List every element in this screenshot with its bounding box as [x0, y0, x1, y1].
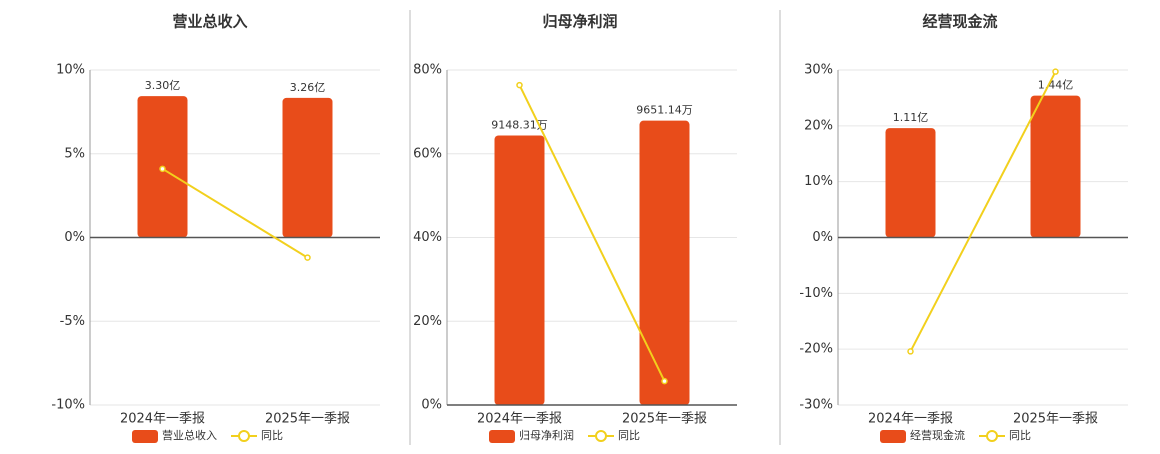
y-tick-label: 0% [812, 230, 833, 245]
x-tick-label: 2024年一季报 [868, 412, 953, 427]
x-tick-label: 2024年一季报 [477, 412, 562, 427]
legend-swatch [986, 430, 998, 442]
y-tick-label: 30% [804, 63, 833, 78]
legend-label: 营业总收入 [162, 428, 217, 442]
legend-swatch [880, 430, 906, 443]
legend-label: 经营现金流 [910, 428, 965, 442]
y-tick-label: 5% [64, 146, 85, 161]
legend-swatch [238, 430, 250, 442]
y-tick-label: 0% [421, 398, 442, 413]
legend-swatch [489, 430, 515, 443]
x-tick-label: 2025年一季报 [622, 412, 707, 427]
y-tick-label: -30% [799, 398, 833, 413]
line [909, 71, 1057, 352]
bar [885, 128, 936, 238]
legend-label: 同比 [618, 429, 640, 442]
line-point [516, 81, 523, 89]
y-tick-label: 0% [64, 230, 85, 245]
value-label: 9148.31万 [491, 118, 548, 131]
line-point [907, 348, 914, 355]
y-tick-label: 60% [413, 146, 442, 161]
legend-swatch [595, 430, 607, 442]
chart-title: 经营现金流 [922, 13, 997, 31]
x-tick-label: 2025年一季报 [265, 412, 350, 427]
y-tick-label: 20% [413, 314, 442, 329]
y-tick-label: 10% [56, 63, 85, 78]
value-label: 1.44亿 [1038, 79, 1074, 92]
line [518, 84, 666, 382]
line-point [661, 377, 668, 385]
chart-title: 归母净利润 [542, 13, 617, 31]
y-tick-label: -10% [51, 398, 85, 413]
value-label: 1.11亿 [893, 111, 929, 124]
line-point [1052, 68, 1059, 75]
bar [282, 97, 333, 238]
value-label: 9651.14万 [636, 104, 693, 117]
y-tick-label: 80% [413, 63, 442, 78]
y-tick-label: -5% [60, 314, 85, 329]
legend-swatch [132, 430, 158, 443]
y-tick-label: 20% [804, 118, 833, 133]
y-tick-label: 40% [413, 230, 442, 245]
y-tick-label: 10% [804, 174, 833, 189]
x-tick-label: 2024年一季报 [120, 412, 205, 427]
bar [1030, 95, 1081, 238]
value-label: 3.26亿 [290, 81, 326, 94]
legend-label: 同比 [1009, 429, 1031, 442]
x-tick-label: 2025年一季报 [1013, 412, 1098, 427]
line [161, 167, 309, 259]
line-point [159, 165, 166, 173]
bar [494, 135, 545, 405]
chart-title: 营业总收入 [172, 13, 247, 31]
line-point [304, 254, 311, 261]
y-tick-label: -10% [799, 286, 833, 301]
value-label: 3.30亿 [145, 79, 181, 92]
y-tick-label: -20% [799, 342, 833, 357]
bar [639, 120, 690, 406]
legend-label: 同比 [261, 429, 283, 442]
legend-label: 归母净利润 [519, 428, 574, 442]
